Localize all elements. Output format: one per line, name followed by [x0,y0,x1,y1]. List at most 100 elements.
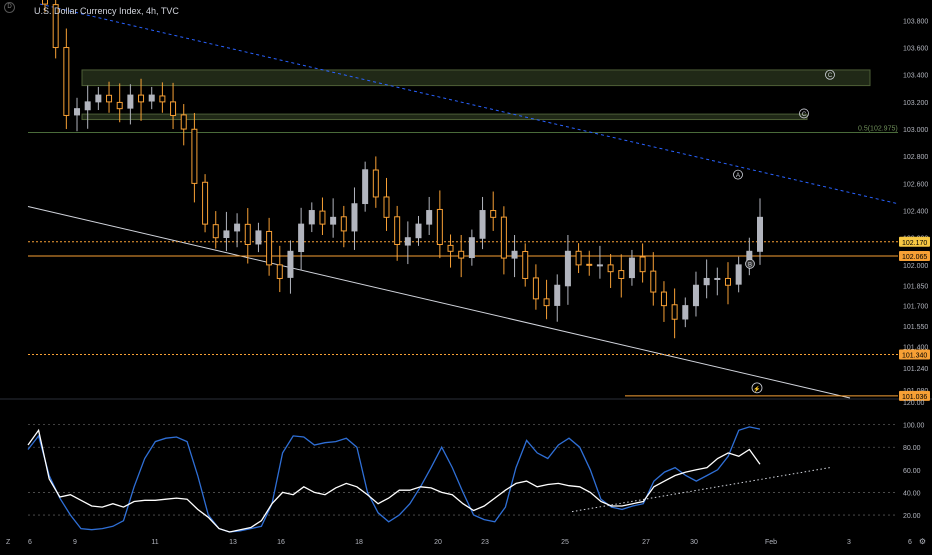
candle-body [95,94,102,103]
price-tick-label: 101.700 [903,304,928,311]
time-tick-label: 9 [73,539,77,546]
candle [74,97,81,132]
price-marker-bg [899,236,930,247]
candle-body [362,169,369,205]
candle-body [724,277,731,286]
zone-badge-2-letter: C [802,112,807,118]
candle [95,86,102,111]
candle [596,245,603,279]
candle-body [244,223,251,246]
candle-body [532,277,539,300]
candle [266,217,273,276]
price-tick-label: 101.400 [903,344,928,351]
candle [52,0,59,59]
time-tick-label: 6 [28,539,32,546]
candle [362,161,369,212]
zone-badge-2: C [799,108,809,119]
wave-a-letter: A [736,173,740,179]
candle-body [372,169,379,198]
candle [394,205,401,261]
candle-body [639,256,646,273]
candle-body [586,263,593,266]
price-tick-label: 102.800 [903,154,928,161]
candle-body [757,216,763,252]
time-tick-label: 13 [229,539,237,546]
resistance-zone-upper [81,69,871,87]
candle [671,288,678,339]
candle [426,196,433,235]
candle-body [479,210,486,239]
candle [148,86,155,110]
candle-body [127,94,134,109]
candle [554,274,561,322]
candle-body [394,216,401,246]
dotted-downtrend-line [39,3,899,205]
zone-badge-1: C [825,69,835,80]
candle-body [404,237,411,246]
candle [511,234,518,278]
candle [714,267,721,296]
candle-body [575,250,582,266]
bolt-icon: ⚡ [753,385,760,393]
candle-body [735,264,742,285]
candle [650,252,657,306]
candle-body [234,223,241,232]
candle-body [116,101,123,110]
candle-body [52,4,59,49]
candle [319,197,326,235]
candle [212,211,219,249]
candle-body [607,264,614,273]
price-marker-label: 102.170 [902,240,927,247]
fib-label: 0.5(102.975) [858,125,898,132]
symbol-badge: D [4,2,15,13]
candle-body [191,128,198,184]
candle-body [447,244,454,252]
zone-badge-2-ring [799,108,809,119]
candle [682,297,689,328]
indicator-tick-label: 80.00 [903,445,921,452]
time-tick-label: 3 [847,539,851,546]
price-marker-102.170: 102.170 [899,236,930,247]
price-tick-label: 103.000 [903,127,928,134]
candle [351,187,358,250]
candle-body [511,250,518,259]
candle-body [340,216,347,232]
candle-body [74,108,81,116]
candle [436,190,443,259]
candle [564,234,571,305]
price-marker-label: 101.340 [902,353,927,360]
candle [298,207,305,271]
candle [607,254,614,288]
candle [330,198,337,238]
candle [191,112,198,203]
candle-body [170,101,177,116]
candle [202,174,209,233]
candle [724,262,731,305]
indicator-pane: 120.00 100.00 80.00 60.00 40.00 20.00 [27,400,925,533]
candle [639,243,646,283]
candle-body [255,230,262,245]
candle [223,211,230,252]
time-tick-label: 16 [277,539,285,546]
candle-body [266,230,273,266]
candle-body [106,94,113,103]
candle [42,0,48,13]
wave-label-a: A [733,169,743,180]
candle [116,83,123,123]
candle-body [159,95,166,103]
time-tick-label: 30 [690,539,698,546]
candle [735,256,742,293]
candle-body [490,210,497,218]
candle [234,213,241,248]
candle-body [468,237,475,259]
candle-body [682,305,689,320]
candle [532,264,539,310]
candle-body [596,264,603,267]
time-tick-label: Feb [765,539,777,546]
candle [500,206,507,275]
price-tick-label: 102.400 [903,209,928,216]
time-tick-label: 27 [642,539,650,546]
candle-body [287,250,294,278]
